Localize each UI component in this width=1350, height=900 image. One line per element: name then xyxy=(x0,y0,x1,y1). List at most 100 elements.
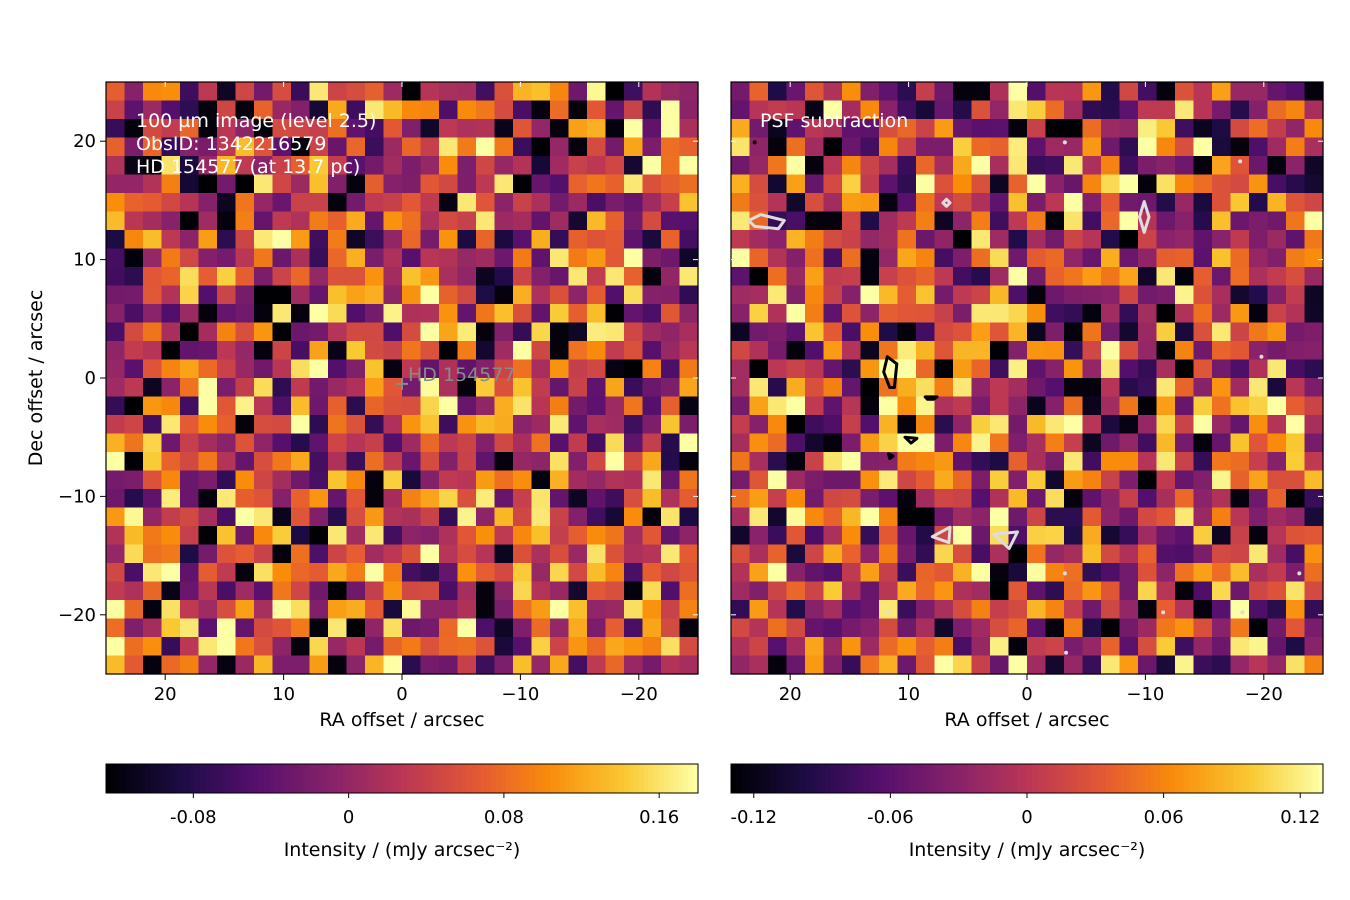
colorbar-segment xyxy=(165,764,171,793)
heatmap-cell xyxy=(420,526,440,546)
heatmap-cell xyxy=(439,526,459,546)
heatmap-cell xyxy=(1286,304,1306,324)
contour xyxy=(941,197,952,208)
heatmap-cell xyxy=(624,322,644,342)
heatmap-cell xyxy=(254,600,274,620)
heatmap-cell xyxy=(217,489,237,509)
colorbar-segment xyxy=(1175,764,1181,793)
colorbar-segment xyxy=(869,764,875,793)
heatmap-cell xyxy=(879,304,899,324)
heatmap-cell xyxy=(1119,137,1139,157)
heatmap-cell xyxy=(1101,267,1121,287)
heatmap-cell xyxy=(731,396,751,416)
heatmap-cell xyxy=(1193,415,1213,435)
heatmap-cell xyxy=(198,174,218,194)
heatmap-cell xyxy=(953,581,973,601)
heatmap-cell xyxy=(143,637,163,657)
heatmap-cell xyxy=(605,415,625,435)
heatmap-cell xyxy=(143,359,163,379)
heatmap-cell xyxy=(291,581,311,601)
heatmap-cell xyxy=(346,452,366,472)
heatmap-cell xyxy=(605,193,625,213)
heatmap-cell xyxy=(272,526,292,546)
heatmap-cell xyxy=(934,563,954,583)
colorbar-segment xyxy=(397,764,403,793)
heatmap-cell xyxy=(217,304,237,324)
colorbar-segment xyxy=(525,764,531,793)
heatmap-cell xyxy=(860,600,880,620)
heatmap-cell xyxy=(272,581,292,601)
heatmap-cell xyxy=(786,304,806,324)
heatmap-cell xyxy=(624,563,644,583)
heatmap-cell xyxy=(1212,581,1232,601)
heatmap-cell xyxy=(346,359,366,379)
heatmap-cell xyxy=(439,285,459,305)
colorbar-segment xyxy=(1130,764,1137,793)
heatmap-cell xyxy=(731,341,751,361)
colorbar-segment xyxy=(997,764,1003,793)
heatmap-cell xyxy=(1138,359,1158,379)
colorbar-segment xyxy=(735,764,742,793)
heatmap-cell xyxy=(531,563,551,583)
heatmap-cell xyxy=(217,526,237,546)
heatmap-cell xyxy=(1175,378,1195,398)
heatmap-cell xyxy=(1249,267,1269,287)
heatmap-cell xyxy=(605,174,625,194)
heatmap-cell xyxy=(1304,267,1324,287)
heatmap-cell xyxy=(860,489,880,509)
heatmap-cell xyxy=(1082,470,1102,490)
heatmap-cell xyxy=(990,193,1010,213)
colorbar-segment xyxy=(938,764,944,793)
heatmap-cell xyxy=(605,563,625,583)
heatmap-cell xyxy=(823,100,843,120)
heatmap-cell xyxy=(842,304,862,324)
heatmap-cell xyxy=(842,618,862,638)
heatmap-cell xyxy=(143,378,163,398)
heatmap-cell xyxy=(1064,211,1084,231)
heatmap-cell xyxy=(879,248,899,268)
heatmap-cell xyxy=(1138,137,1158,157)
heatmap-cell xyxy=(531,544,551,564)
heatmap-cell xyxy=(605,378,625,398)
heatmap-cell xyxy=(476,230,496,250)
heatmap-cell xyxy=(180,415,200,435)
heatmap-cell xyxy=(1249,600,1269,620)
heatmap-cell xyxy=(624,100,644,120)
heatmap-cell xyxy=(291,544,311,564)
heatmap-cell xyxy=(934,304,954,324)
heatmap-cell xyxy=(1267,600,1287,620)
colorbar-segment xyxy=(1110,764,1117,793)
colorbar-segment xyxy=(175,764,181,793)
heatmap-cell xyxy=(953,100,973,120)
colorbar-segment xyxy=(402,764,408,793)
heatmap-cell xyxy=(661,655,681,675)
heatmap-cell xyxy=(749,322,769,342)
heatmap-cell xyxy=(272,82,292,102)
heatmap-cell xyxy=(568,544,588,564)
heatmap-cell xyxy=(1193,600,1213,620)
heatmap-cell xyxy=(106,563,126,583)
heatmap-cell xyxy=(1267,489,1287,509)
heatmap-cell xyxy=(860,378,880,398)
heatmap-cell xyxy=(1138,174,1158,194)
heatmap-cell xyxy=(587,230,607,250)
heatmap-cell xyxy=(879,618,899,638)
heatmap-cell xyxy=(235,655,255,675)
heatmap-cell xyxy=(860,119,880,139)
heatmap-cell xyxy=(1304,341,1324,361)
heatmap-cell xyxy=(768,359,788,379)
heatmap-cell xyxy=(916,378,936,398)
heatmap-cell xyxy=(1082,655,1102,675)
heatmap-cell xyxy=(679,82,699,102)
heatmap-cell xyxy=(291,156,311,176)
colorbar-segment xyxy=(874,764,880,793)
heatmap-cell xyxy=(971,156,991,176)
heatmap-cell xyxy=(1101,415,1121,435)
heatmap-cell xyxy=(587,156,607,176)
heatmap-cell xyxy=(605,507,625,527)
heatmap-cell xyxy=(476,600,496,620)
heatmap-cell xyxy=(328,359,348,379)
heatmap-cell xyxy=(235,433,255,453)
heatmap-cell xyxy=(934,452,954,472)
heatmap-cell xyxy=(106,248,126,268)
